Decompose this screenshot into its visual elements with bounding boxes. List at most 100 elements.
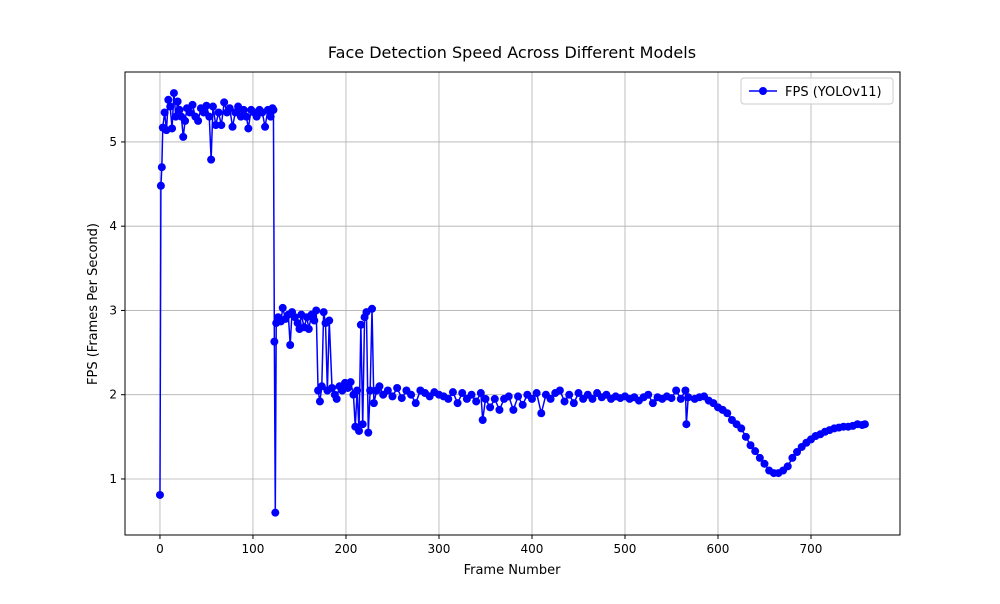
- data-point: [644, 390, 653, 399]
- x-tick-label: 500: [614, 542, 637, 556]
- data-point: [175, 105, 184, 114]
- data-point: [518, 400, 527, 409]
- data-point: [173, 97, 182, 106]
- data-point: [648, 399, 657, 408]
- y-tick-label: 2: [109, 388, 117, 402]
- data-point: [211, 121, 220, 130]
- data-point: [225, 104, 234, 113]
- data-point: [356, 320, 365, 329]
- data-point: [364, 428, 373, 437]
- x-tick-label: 700: [800, 542, 823, 556]
- data-point: [504, 392, 513, 401]
- data-point: [168, 124, 177, 133]
- data-point: [202, 101, 211, 110]
- data-point: [157, 163, 166, 172]
- data-point: [171, 112, 180, 121]
- y-tick-label: 4: [109, 219, 117, 233]
- data-point: [676, 394, 685, 403]
- x-axis-label: Frame Number: [464, 563, 562, 578]
- data-point: [444, 394, 453, 403]
- data-point: [315, 397, 324, 406]
- x-tick-label: 300: [428, 542, 451, 556]
- x-tick-label: 600: [707, 542, 730, 556]
- data-point: [156, 181, 165, 190]
- data-point: [271, 508, 280, 517]
- data-point: [310, 316, 319, 325]
- data-point: [574, 389, 583, 398]
- data-point: [353, 386, 362, 395]
- data-point: [368, 304, 377, 313]
- data-point: [358, 420, 367, 429]
- data-point: [164, 95, 173, 104]
- data-point: [266, 112, 275, 121]
- data-point: [565, 390, 574, 399]
- data-point: [354, 426, 363, 435]
- data-point: [332, 394, 341, 403]
- data-point: [546, 394, 555, 403]
- data-point: [532, 389, 541, 398]
- data-point: [185, 108, 194, 117]
- data-point: [537, 409, 546, 418]
- data-point: [261, 122, 270, 131]
- data-point: [569, 399, 578, 408]
- data-point: [495, 405, 504, 414]
- data-point: [239, 105, 248, 114]
- data-point: [793, 448, 802, 457]
- data-point: [458, 389, 467, 398]
- data-point: [681, 386, 690, 395]
- legend-marker: [759, 87, 767, 95]
- data-point: [169, 89, 178, 98]
- data-point: [448, 388, 457, 397]
- data-point: [242, 112, 251, 121]
- data-point: [188, 100, 197, 109]
- data-point: [286, 340, 295, 349]
- data-point: [207, 155, 216, 164]
- data-point: [319, 308, 328, 317]
- x-tick-label: 100: [242, 542, 265, 556]
- data-point: [490, 394, 499, 403]
- data-point: [270, 337, 279, 346]
- data-point: [388, 392, 397, 401]
- legend-label: FPS (YOLOv11): [785, 85, 882, 100]
- data-point: [741, 432, 750, 441]
- data-point: [684, 393, 693, 402]
- data-point: [278, 303, 287, 312]
- data-point: [160, 108, 169, 117]
- data-point: [588, 394, 597, 403]
- data-point: [397, 394, 406, 403]
- data-point: [317, 382, 326, 391]
- data-point: [166, 102, 175, 111]
- data-point: [478, 415, 487, 424]
- data-point: [228, 122, 237, 131]
- data-point: [672, 386, 681, 395]
- y-tick-label: 5: [109, 135, 117, 149]
- data-point: [179, 132, 188, 141]
- chart-title: Face Detection Speed Across Different Mo…: [328, 43, 696, 62]
- y-tick-label: 3: [109, 303, 117, 317]
- data-point: [244, 124, 253, 133]
- data-point: [269, 105, 278, 114]
- x-tick-label: 200: [335, 542, 358, 556]
- data-point: [369, 399, 378, 408]
- x-tick-label: 0: [156, 542, 164, 556]
- data-point: [236, 112, 245, 121]
- data-point: [214, 108, 223, 117]
- data-point: [746, 441, 755, 450]
- data-point: [481, 394, 490, 403]
- data-point: [393, 383, 402, 392]
- data-point: [194, 116, 203, 125]
- data-point: [220, 98, 229, 107]
- data-point: [560, 397, 569, 406]
- data-point: [472, 397, 481, 406]
- data-point: [751, 447, 760, 456]
- data-point: [366, 386, 375, 395]
- data-point: [682, 420, 691, 429]
- data-point: [476, 389, 485, 398]
- data-point: [312, 306, 321, 315]
- data-point: [514, 392, 523, 401]
- x-tick-label: 400: [521, 542, 544, 556]
- data-point: [555, 386, 564, 395]
- y-tick-label: 1: [109, 472, 117, 486]
